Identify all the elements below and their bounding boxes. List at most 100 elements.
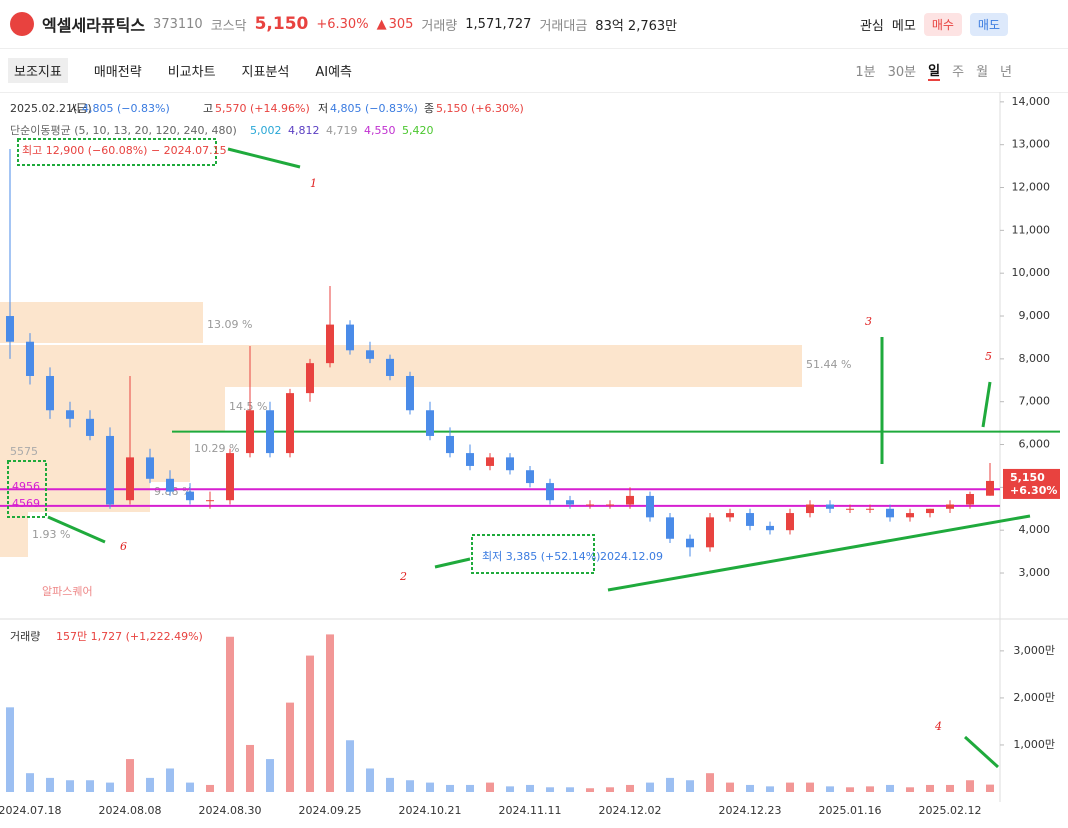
candle-body [346,324,354,351]
period[interactable]: 1분 [855,64,876,80]
y-tick-label: 12,000 [1012,181,1051,194]
volume-bar [486,782,494,792]
profile-label: 14.5 % [229,400,267,413]
candle-body [746,513,754,526]
tool[interactable]: 비교차트 [167,64,216,80]
volume-bar [6,707,14,792]
candle-body [886,508,894,518]
low-note: 최저 3,385 (+52.14%) [482,550,600,563]
volume-info: 157만 1,727 (+1,222.49%) [56,630,203,643]
low-date: 2024.12.09 [600,550,663,563]
volume-bar [26,773,34,792]
x-tick-label: 2024.12.02 [599,804,662,817]
volume-bar [386,777,394,792]
candle-body [246,410,254,454]
memo[interactable]: 메모 [891,18,916,34]
highlight-box [7,460,47,518]
volume-bar [326,634,334,792]
volume-bar [766,786,774,792]
sell-button[interactable]: 매도 [969,12,1008,36]
info-text: 2025.02.21(금) [10,102,92,115]
info-text: 종 [424,102,434,115]
y-tick-label: 7,000 [1019,395,1051,408]
annotation-number: 2 [399,570,407,583]
volume-bar [106,782,114,792]
candle-body [646,495,654,518]
candle-body [666,517,674,539]
candle-body [806,504,814,514]
candle-body [706,517,714,548]
candle-body [226,453,234,501]
tool[interactable]: 지표분석 [241,64,290,80]
buy-button[interactable]: 매수 [923,12,962,36]
candle-body [526,470,534,484]
volume-bar [646,782,654,792]
x-tick-label: 2024.09.25 [299,804,362,817]
volume-bar [306,655,314,792]
candle-body [966,493,974,505]
candle-body [306,363,314,394]
amount-label: 거래대금 [539,18,588,34]
profile-label: 5575 [10,445,38,458]
x-tick-label: 2024.10.21 [399,804,462,817]
highlight-box [17,138,217,166]
tool[interactable]: AI예측 [315,64,353,80]
change-arrow: ▲ [376,16,387,32]
logo [10,12,34,36]
volume-title: 거래량 [10,630,40,643]
y-tick-label: 8,000 [1019,352,1051,365]
volume-bar [966,780,974,792]
header: 엑셀세라퓨틱스 373110 코스닥 5,150 +6.30% ▲ 305 거래량… [0,0,1068,49]
y-tick-label: 11,000 [1012,223,1051,236]
volume-bar [826,786,834,792]
chart: 13.09 %51.44 %14.5 %10.29 %9.88 %1.93 %5… [0,92,1068,817]
info-text: 고 [203,102,213,115]
period[interactable]: 일 [928,60,941,81]
tool[interactable]: 매매전략 [93,64,142,80]
y-tick-label: 6,000 [1019,438,1051,451]
profile-label: 1.93 % [32,528,70,541]
profile-box [0,432,190,482]
profile-label: 10.29 % [194,442,239,455]
volume-bar [446,784,454,792]
volume-bar [946,784,954,792]
v-tick-label: 2,000만 [1013,691,1055,704]
candle-body [586,504,594,506]
volume-bar [566,787,574,792]
y-tick-label: 13,000 [1012,138,1051,151]
volume-bar [66,780,74,792]
last-price-box [1003,468,1060,499]
info-text: 시 [70,102,80,115]
candle-body [326,324,334,364]
info-text: 5,150 (+6.30%) [436,102,524,115]
volume-bar [406,780,414,792]
watch[interactable]: 관심 [859,18,884,34]
period[interactable]: 년 [1000,64,1012,80]
candle-body [606,504,614,506]
candle-body [546,483,554,501]
candle-body [846,508,854,510]
candle-body [146,457,154,479]
volume-bar [806,782,814,792]
candle-body [426,410,434,436]
volume-bar [526,784,534,792]
period[interactable]: 월 [976,64,989,80]
annotation-number: 1 [310,177,317,190]
x-tick-label: 2025.02.12 [919,804,982,817]
candle-body [906,513,914,518]
period[interactable]: 30분 [887,64,917,80]
period[interactable]: 주 [952,64,965,80]
y-tick-label: 3,000 [1019,566,1051,579]
volume-bar [426,782,434,792]
annotation-arrow [227,147,301,169]
y-tick-label: 9,000 [1019,309,1051,322]
candle-body [766,525,774,531]
info-text: 5,570 (+14.96%) [215,102,310,115]
candle-body [106,435,114,505]
info-text: 4,805 (−0.83%) [82,102,170,115]
volume-bar [86,780,94,792]
candle-body [6,316,14,342]
highlight-box [471,534,595,574]
candle-body [826,504,834,509]
tool[interactable]: 보조지표 [8,57,68,83]
